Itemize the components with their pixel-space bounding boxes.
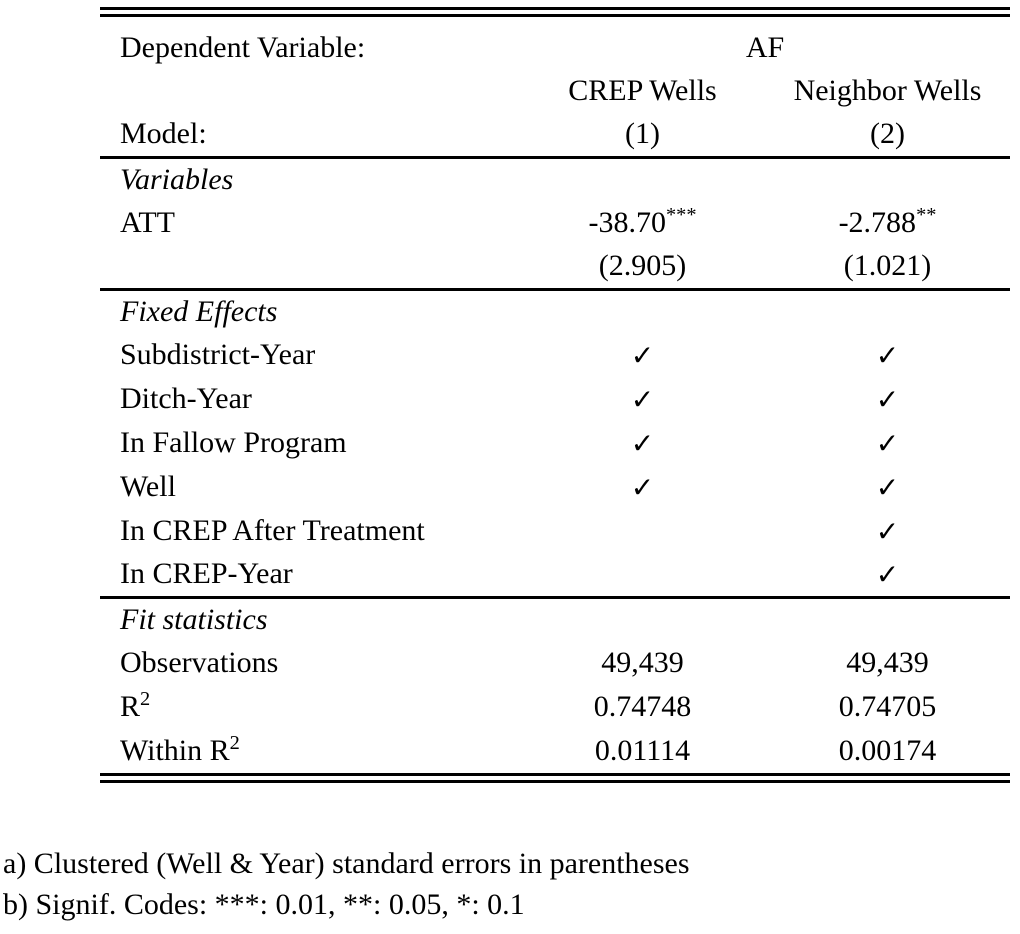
bottom-double-rule	[100, 773, 1010, 783]
regression-table: Dependent Variable: AF CREP Wells Neighb…	[100, 7, 1011, 783]
footnote-b: b) Signif. Codes: ***: 0.01, **: 0.05, *…	[3, 888, 525, 921]
model-label: Model:	[120, 117, 207, 151]
superscript-2: 2	[140, 688, 151, 710]
table-row: Dependent Variable: AF	[100, 17, 1010, 69]
table-row: In CREP-Year ✓	[100, 553, 1010, 597]
row-label: Well	[120, 470, 176, 503]
table-row: ATT -38.70*** -2.788**	[100, 201, 1010, 245]
std-error-cell: (1.021)	[843, 249, 932, 283]
table-row: Model: (1) (2)	[100, 113, 1010, 157]
checkmark-cell: ✓	[630, 382, 655, 416]
row-label: Ditch-Year	[120, 382, 252, 415]
row-label: In CREP After Treatment	[120, 514, 425, 547]
stat-cell: 0.74748	[593, 690, 692, 723]
dependent-variable-label: Dependent Variable:	[120, 31, 366, 64]
table-row: CREP Wells Neighbor Wells	[100, 69, 1010, 113]
estimate-value: -38.70	[588, 206, 666, 239]
row-label-r-squared: R2	[120, 688, 151, 723]
section-title-fixed-effects: Fixed Effects	[120, 294, 278, 328]
variables-section: Variables ATT -38.70*** -2.788** (2.905)…	[100, 157, 1011, 289]
footnote-a: a) Clustered (Well & Year) standard erro…	[3, 847, 690, 880]
results-table: Dependent Variable: AF CREP Wells Neighb…	[100, 17, 1011, 773]
checkmark-cell: ✓	[630, 470, 655, 504]
empty-cell	[100, 245, 520, 289]
section-title-fit-statistics: Fit statistics	[120, 602, 268, 636]
table-row: (2.905) (1.021)	[100, 245, 1010, 289]
column-group-label-crep-wells: CREP Wells	[568, 74, 717, 107]
checkmark-cell: ✓	[875, 514, 900, 548]
significance-stars: **	[916, 204, 937, 226]
estimate-cell: -2.788**	[765, 201, 1010, 245]
superscript-2: 2	[229, 732, 240, 754]
table-footnotes: a) Clustered (Well & Year) standard erro…	[3, 843, 690, 925]
empty-cell	[520, 553, 765, 597]
checkmark-cell: ✓	[875, 382, 900, 416]
section-title-variables: Variables	[120, 162, 234, 196]
stat-cell: 49,439	[846, 646, 929, 679]
table-row: In Fallow Program ✓ ✓	[100, 421, 1010, 465]
row-label: Subdistrict-Year	[120, 338, 316, 371]
std-error-cell: (2.905)	[598, 249, 687, 283]
checkmark-cell: ✓	[630, 426, 655, 460]
table-row: Fit statistics	[100, 597, 1010, 641]
empty-cell	[520, 509, 765, 553]
checkmark-cell: ✓	[875, 557, 900, 591]
checkmark-cell: ✓	[630, 338, 655, 372]
table-row: R2 0.74748 0.74705	[100, 685, 1010, 729]
table-header-section: Dependent Variable: AF CREP Wells Neighb…	[100, 17, 1010, 157]
model-number-2: (2)	[870, 117, 905, 151]
fixed-effects-section: Fixed Effects Subdistrict-Year ✓ ✓ Ditch…	[100, 289, 1011, 597]
stat-cell: 0.01114	[594, 734, 691, 767]
table-row: Within R2 0.01114 0.00174	[100, 729, 1010, 773]
stat-cell: 49,439	[601, 646, 684, 679]
empty-cell	[100, 69, 520, 113]
significance-stars: ***	[665, 204, 697, 226]
table-row: Ditch-Year ✓ ✓	[100, 377, 1010, 421]
table-row: Variables	[100, 157, 1010, 201]
row-label: In Fallow Program	[120, 426, 347, 459]
fit-statistics-section: Fit statistics Observations 49,439 49,43…	[100, 597, 1011, 773]
checkmark-cell: ✓	[875, 426, 900, 460]
checkmark-cell: ✓	[875, 470, 900, 504]
stat-cell: 0.74705	[838, 690, 937, 723]
estimate-cell: -38.70***	[520, 201, 765, 245]
column-group-label-neighbor-wells: Neighbor Wells	[793, 74, 982, 107]
row-label-att: ATT	[120, 206, 175, 239]
row-label-within-r-squared: Within R2	[120, 732, 240, 767]
table-row: Well ✓ ✓	[100, 465, 1010, 509]
table-row: Subdistrict-Year ✓ ✓	[100, 333, 1010, 377]
row-label: In CREP-Year	[120, 557, 293, 591]
estimate-value: -2.788	[838, 206, 917, 239]
model-number-1: (1)	[625, 117, 660, 151]
dependent-variable-value: AF	[745, 31, 785, 64]
top-double-rule	[100, 7, 1010, 17]
checkmark-cell: ✓	[875, 338, 900, 372]
row-label-observations: Observations	[120, 646, 279, 679]
table-row: Fixed Effects	[100, 289, 1010, 333]
table-row: In CREP After Treatment ✓	[100, 509, 1010, 553]
table-row: Observations 49,439 49,439	[100, 641, 1010, 685]
stat-cell: 0.00174	[838, 734, 937, 767]
